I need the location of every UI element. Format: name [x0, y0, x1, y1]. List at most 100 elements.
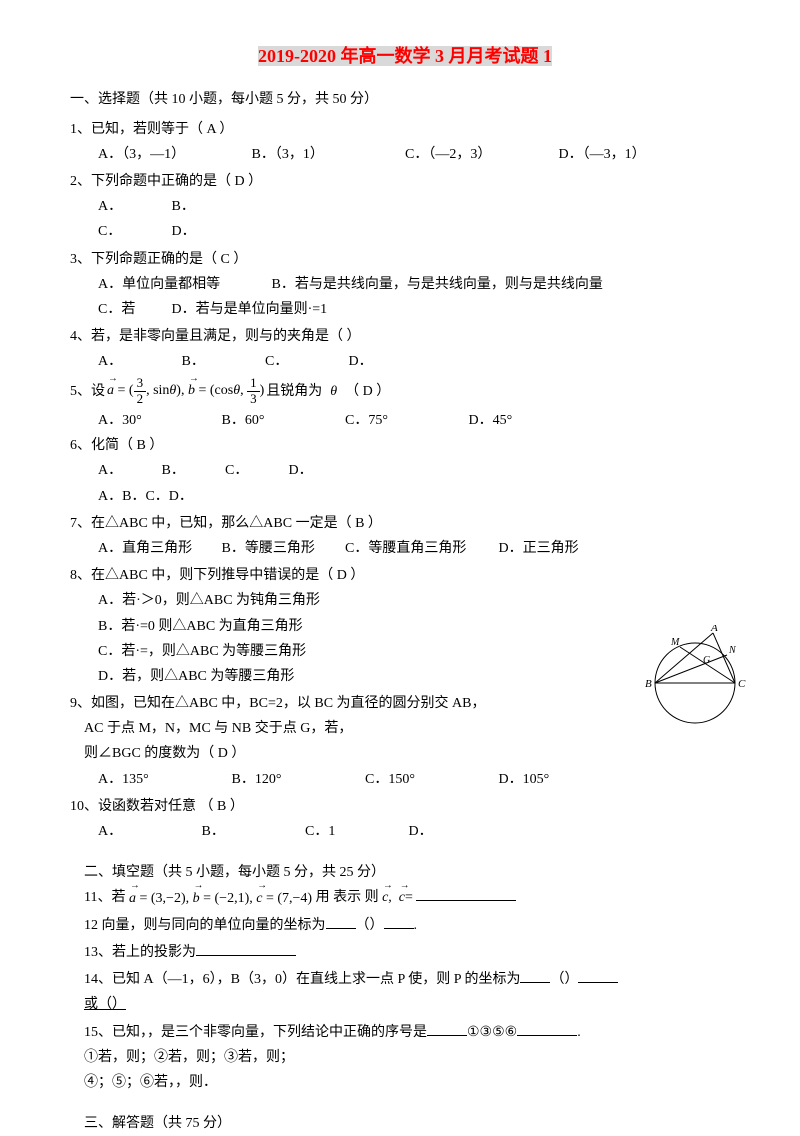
- q4-c: C．: [265, 349, 345, 374]
- q15: 15、已知，，是三个非零向量，下列结论中正确的序号是①③⑤⑥. ①若，则；②若，…: [70, 1020, 740, 1096]
- q15-blank1: [427, 1022, 467, 1036]
- q7: 7、在△ABC 中，已知，那么△ABC 一定是（ B ） A．直角三角形 B．等…: [70, 511, 740, 561]
- q1-opts: A．（3，—1） B．（3，1） C．（—2，3） D．（—3，1）: [70, 142, 740, 167]
- diagram-label-m: M: [670, 637, 680, 648]
- q1-d: D．（—3，1）: [559, 142, 646, 167]
- q6-line2: A．B．C．D．: [70, 484, 740, 509]
- q9-b: B．120°: [232, 767, 362, 792]
- diagram-label-a: A: [710, 625, 718, 634]
- q9-d: D．105°: [499, 767, 550, 792]
- q7-b: B．等腰三角形: [222, 536, 342, 561]
- diagram-label-g: G: [703, 655, 710, 666]
- q4-stem: 4、若，是非零向量且满足，则与的夹角是（ ）: [70, 324, 740, 349]
- q13: 13、若上的投影为: [70, 940, 740, 965]
- diagram-label-n: N: [728, 645, 737, 656]
- q12-blank2: [384, 915, 414, 929]
- q6-d: D．: [289, 458, 313, 483]
- q2-c: C．: [98, 219, 168, 244]
- q4-d: D．: [349, 349, 373, 374]
- diagram-label-b: B: [645, 678, 652, 690]
- q1-stem: 1、已知，若则等于（ A ）: [70, 117, 740, 142]
- q3-line2: C．若 D．若与是单位向量则·=1: [70, 297, 740, 322]
- q1: 1、已知，若则等于（ A ） A．（3，—1） B．（3，1） C．（—2，3）…: [70, 117, 740, 167]
- q10-c: C．1: [305, 819, 405, 844]
- q4-opts: A． B． C． D．: [70, 349, 740, 374]
- q14-blank1: [520, 969, 550, 983]
- q3-stem: 3、下列命题正确的是（ C ）: [70, 247, 740, 272]
- q9-opts: A．135° B．120° C．150° D．105°: [70, 767, 740, 792]
- q14-c: 或（）: [84, 997, 126, 1012]
- q5-opts: A．30° B．60° C．75° D．45°: [70, 408, 740, 433]
- q2-opts2: C． D．: [70, 219, 740, 244]
- q14-blank2: [578, 969, 618, 983]
- q9-a: A．135°: [98, 767, 228, 792]
- q5-theta: θ: [330, 384, 337, 399]
- q13-text: 13、若上的投影为: [84, 945, 196, 960]
- q6-a: A．: [98, 458, 158, 483]
- q8-stem: 8、在△ABC 中，则下列推导中错误的是（ D ）: [70, 563, 740, 588]
- q2-a: A．: [98, 194, 168, 219]
- q5-pre: 5、设: [70, 379, 105, 404]
- q5-c: C．75°: [345, 408, 465, 433]
- q10-b: B．: [202, 819, 302, 844]
- q6-c: C．: [225, 458, 285, 483]
- q3: 3、下列命题正确的是（ C ） A．单位向量都相等 B．若与是共线向量，与是共线…: [70, 247, 740, 323]
- q15-blank2: [517, 1022, 577, 1036]
- diagram-label-c: C: [738, 678, 746, 690]
- q11: 11、若 a = (3,−2), b = (−2,1), c = (7,−4) …: [70, 885, 740, 910]
- q12-text: 12 向量，则与同向的单位向量的坐标为: [84, 918, 326, 933]
- q12-dot: .: [414, 918, 418, 933]
- q2: 2、下列命题中正确的是（ D ） A． B． C． D．: [70, 169, 740, 245]
- q14: 14、已知 A（—1，6），B（3，0）在直线上求一点 P 使，则 P 的坐标为…: [70, 967, 740, 1017]
- q1-a: A．（3，—1）: [98, 142, 248, 167]
- q6-b: B．: [162, 458, 222, 483]
- section-3-header: 三、解答题（共 75 分）: [70, 1111, 740, 1136]
- q15-b: ①③⑤⑥: [467, 1025, 517, 1040]
- q5: 5、设 a = (32, sinθ), b = (cosθ, 13) 且锐角为 …: [70, 376, 740, 406]
- q7-opts: A．直角三角形 B．等腰三角形 C．等腰直角三角形 D．正三角形: [70, 536, 740, 561]
- q6: 6、化简（ B ） A． B． C． D． A．B．C．D．: [70, 433, 740, 509]
- q15-l2: ①若，则；②若，则；③若，则；: [84, 1045, 740, 1070]
- q11-pre: 11、若: [84, 890, 125, 905]
- q3-b: B．若与是共线向量，与是共线向量，则与是共线向量: [272, 272, 603, 297]
- q12-paren: （）: [356, 918, 384, 933]
- q15-l3: ④；⑤；⑥若，，则．: [84, 1070, 740, 1095]
- q7-d: D．正三角形: [499, 536, 579, 561]
- q5-b: B．60°: [222, 408, 342, 433]
- q11-blank: [416, 887, 516, 901]
- q11-formula: a = (3,−2), b = (−2,1), c = (7,−4): [129, 886, 312, 911]
- q12-blank1: [326, 915, 356, 929]
- q11-mid: 用 表示 则: [316, 890, 379, 905]
- q7-c: C．等腰直角三角形: [345, 536, 495, 561]
- title-text: 2019-2020 年高一数学 3 月月考试题 1: [258, 46, 552, 66]
- q12: 12 向量，则与同向的单位向量的坐标为 （）.: [70, 913, 740, 938]
- q9-diagram: A B C M N G: [635, 625, 755, 725]
- section-1-header: 一、选择题（共 10 小题，每小题 5 分，共 50 分）: [70, 87, 740, 112]
- q5-formula: a = (32, sinθ), b = (cosθ, 13): [107, 376, 264, 406]
- q1-b: B．（3，1）: [252, 142, 402, 167]
- q6-stem: 6、化简（ B ）: [70, 433, 740, 458]
- q14-a: 14、已知 A（—1，6），B（3，0）在直线上求一点 P 使，则 P 的坐标为: [84, 972, 520, 987]
- q3-a: A．单位向量都相等: [98, 272, 268, 297]
- q7-stem: 7、在△ABC 中，已知，那么△ABC 一定是（ B ）: [70, 511, 740, 536]
- q10: 10、设函数若对任意 （ B ） A． B． C．1 D．: [70, 794, 740, 844]
- q10-d: D．: [409, 819, 433, 844]
- q3-d: D．若与是单位向量则·=1: [172, 297, 328, 322]
- q14-b: （）: [550, 972, 578, 987]
- q3-c: C．若: [98, 297, 168, 322]
- q3-line1: A．单位向量都相等 B．若与是共线向量，与是共线向量，则与是共线向量: [70, 272, 740, 297]
- q2-d: D．: [172, 219, 196, 244]
- q2-b: B．: [172, 194, 195, 219]
- q8-a: A．若·＞0，则△ABC 为钝角三角形: [70, 588, 740, 613]
- q5-tail: （ D ）: [345, 379, 390, 404]
- q5-mid: 且锐角为: [266, 379, 322, 404]
- q13-blank: [196, 942, 296, 956]
- q10-stem: 10、设函数若对任意 （ B ）: [70, 794, 740, 819]
- q4: 4、若，是非零向量且满足，则与的夹角是（ ） A． B． C． D．: [70, 324, 740, 374]
- page-title: 2019-2020 年高一数学 3 月月考试题 1: [70, 40, 740, 72]
- q15-dot: .: [577, 1025, 581, 1040]
- q5-d: D．45°: [469, 408, 513, 433]
- q1-c: C．（—2，3）: [405, 142, 555, 167]
- q10-opts: A． B． C．1 D．: [70, 819, 740, 844]
- q9-c: C．150°: [365, 767, 495, 792]
